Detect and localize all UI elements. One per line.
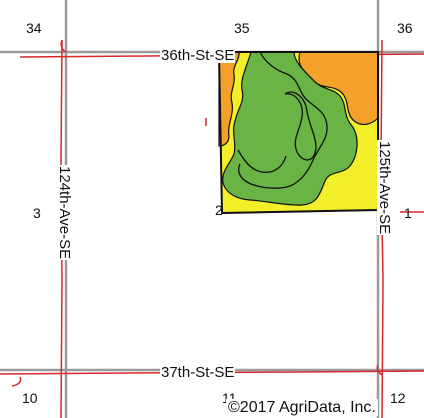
- tick-marks: [205, 118, 424, 213]
- field-polygon: [217, 51, 379, 215]
- section-number-3: 3: [33, 205, 41, 221]
- road-label-36th-st-se: 36th-St-SE: [160, 47, 236, 64]
- section-number-2: 2: [215, 202, 223, 218]
- road-label-37th-st-se: 37th-St-SE: [160, 364, 236, 381]
- zone-green: [222, 51, 358, 206]
- road-label-125th-ave-se: 125th-Ave-SE: [376, 140, 393, 236]
- copyright-label: ©2017 AgriData, Inc.: [226, 399, 378, 416]
- section-number-12: 12: [390, 390, 406, 406]
- contour-line-west: [237, 149, 287, 173]
- section-number-34: 34: [26, 20, 42, 36]
- copyright-text: ©2017 AgriData, Inc.: [226, 399, 378, 416]
- section-number-10: 10: [22, 390, 38, 406]
- road-label-124th-ave-se: 124th-Ave-SE: [56, 165, 73, 261]
- section-number-35: 35: [234, 20, 250, 36]
- section-number-36: 36: [397, 20, 413, 36]
- zone-orange-nw: [218, 51, 240, 147]
- section-number-1: 1: [404, 205, 412, 221]
- contour-line-loop: [284, 91, 317, 161]
- contour-line-inner: [237, 51, 328, 189]
